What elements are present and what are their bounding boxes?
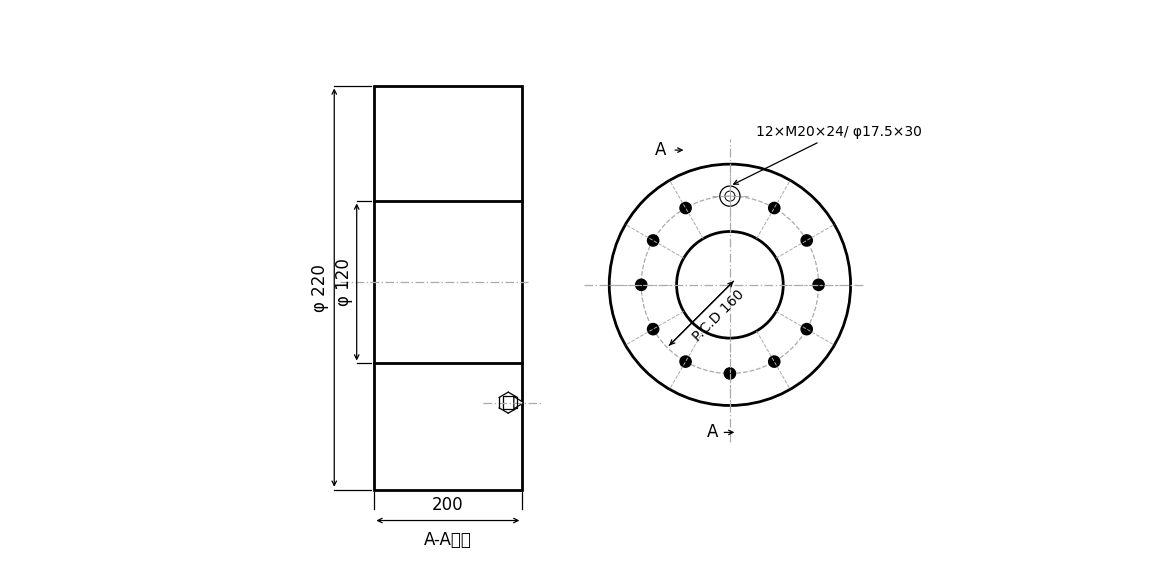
Text: φ 120: φ 120 [335,258,354,306]
Text: 12×M20×24/ φ17.5×30: 12×M20×24/ φ17.5×30 [734,125,923,184]
Circle shape [769,356,780,367]
Circle shape [635,279,647,290]
Bar [374,86,522,490]
Text: P.C.D 160: P.C.D 160 [690,287,748,344]
Text: 200: 200 [432,496,464,514]
Circle shape [647,324,659,335]
Bar [502,396,514,409]
Circle shape [680,202,691,214]
Text: A-A断面: A-A断面 [424,531,472,549]
Text: A: A [655,141,667,159]
Circle shape [647,235,659,246]
Circle shape [769,202,780,214]
Circle shape [801,235,812,246]
Circle shape [724,368,736,379]
Polygon shape [514,396,523,409]
Text: A: A [708,424,718,442]
Circle shape [801,324,812,335]
Circle shape [680,356,691,367]
Circle shape [813,279,825,290]
Text: φ 220: φ 220 [311,264,329,311]
